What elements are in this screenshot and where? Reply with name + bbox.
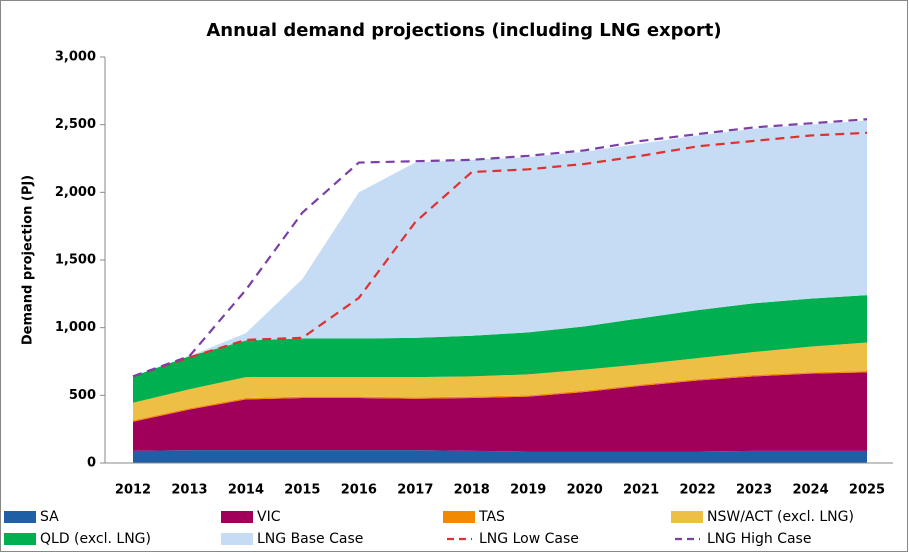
line [132,131,868,378]
legend-label: NSW/ACT (excl. LNG) [707,509,854,525]
area [133,295,867,403]
line [132,118,868,378]
x-tick-label: 2019 [510,483,546,498]
y-axis-label: Demand projection (PJ) [21,175,36,345]
y-tick-label: 1,500 [55,253,96,268]
x-tick-label: 2025 [849,483,885,498]
y-tick-label: 2,500 [55,117,96,132]
legend-swatch [4,533,36,545]
legend-label: LNG High Case [707,531,811,547]
x-tick-label: 2023 [736,483,772,498]
x-tick-label: 2022 [680,483,716,498]
legend-label: TAS [478,509,505,525]
y-tick-label: 2,000 [55,185,96,200]
x-tick-label: 2014 [228,483,264,498]
legend-swatch [221,533,253,545]
y-tick-label: 1,000 [55,320,96,335]
legend-swatch [221,511,253,523]
legend-label: QLD (excl. LNG) [40,531,151,547]
legend-swatch [443,511,475,523]
legend-label: VIC [257,509,281,525]
legend-label: LNG Base Case [257,531,363,547]
area [133,370,867,422]
y-tick-label: 3,000 [55,50,96,65]
x-tick-label: 2024 [792,483,828,498]
legend-label: SA [40,509,59,525]
x-tick-label: 2013 [171,483,207,498]
area [133,372,867,452]
x-tick-label: 2020 [567,483,603,498]
x-tick-label: 2012 [115,483,151,498]
x-tick-label: 2017 [397,483,433,498]
area [133,450,867,463]
legend-swatch [4,511,36,523]
x-tick-label: 2018 [454,483,490,498]
chart-title: Annual demand projections (including LNG… [206,20,721,41]
legend-swatch [671,511,703,523]
legend-label: LNG Low Case [479,531,579,547]
area [133,120,867,377]
y-tick-label: 500 [69,388,96,403]
area [133,342,867,421]
x-tick-label: 2021 [623,483,659,498]
x-tick-label: 2015 [284,483,320,498]
x-tick-label: 2016 [341,483,377,498]
y-tick-label: 0 [87,456,96,471]
